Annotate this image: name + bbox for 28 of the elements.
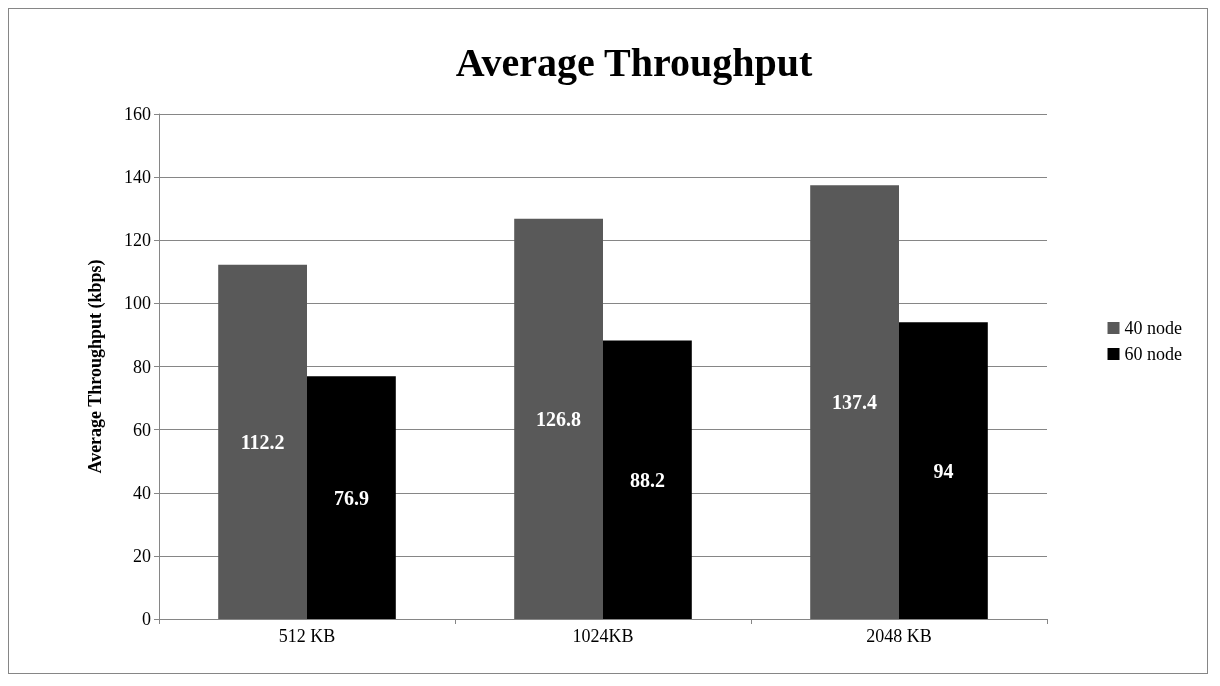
y-tick-label: 40 (133, 482, 151, 503)
y-tick-label: 120 (124, 230, 151, 251)
x-tick-label: 2048 KB (866, 626, 932, 646)
bar (603, 340, 692, 619)
y-tick-label: 140 (124, 167, 151, 188)
data-label: 94 (933, 459, 954, 482)
data-label: 126.8 (536, 407, 582, 430)
y-tick-label: 100 (124, 293, 151, 314)
bar (514, 218, 603, 619)
legend-label: 60 node (1124, 344, 1183, 364)
y-axis-title: Average Throughput (kbps) (85, 259, 106, 474)
x-tick-label: 512 KB (278, 626, 336, 646)
bar (218, 264, 307, 619)
y-tick-label: 60 (133, 419, 151, 440)
y-tick-label: 20 (133, 545, 151, 566)
data-label: 137.4 (832, 391, 878, 414)
bar (307, 376, 396, 619)
data-label: 76.9 (333, 486, 369, 509)
x-tick-label: 1024KB (572, 626, 634, 646)
data-label: 112.2 (240, 430, 285, 453)
bar (899, 322, 988, 619)
y-tick-label: 80 (133, 356, 151, 377)
y-tick-label: 0 (142, 609, 151, 629)
bar (810, 185, 899, 619)
data-label: 88.2 (629, 468, 665, 491)
y-tick-label: 160 (124, 104, 151, 124)
chart-title: Average Throughput (455, 39, 814, 85)
legend-label: 40 node (1124, 318, 1183, 338)
